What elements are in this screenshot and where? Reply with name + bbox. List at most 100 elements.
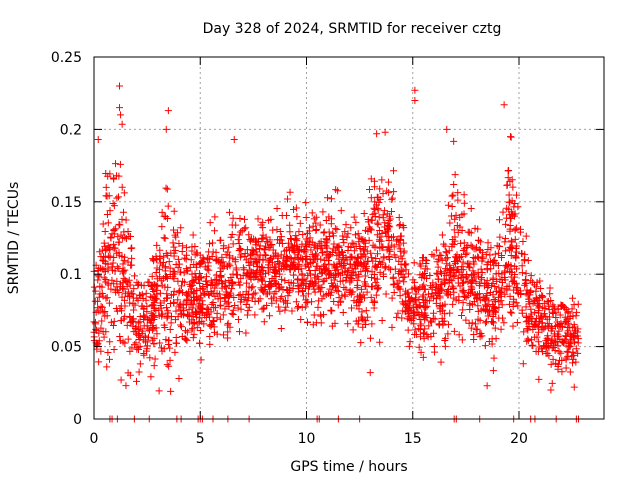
data-point <box>385 233 393 241</box>
data-point <box>281 277 289 285</box>
data-point <box>216 315 224 323</box>
data-point <box>554 360 562 368</box>
data-point <box>372 262 380 270</box>
data-point <box>296 219 304 227</box>
data-point <box>260 318 268 326</box>
data-point <box>382 228 390 236</box>
data-point <box>503 181 511 189</box>
data-point <box>374 261 382 269</box>
data-point <box>118 183 126 191</box>
data-point <box>356 298 364 306</box>
data-point <box>482 250 490 258</box>
data-point <box>213 289 221 297</box>
data-point <box>384 220 392 228</box>
data-point <box>121 312 129 320</box>
data-point <box>99 309 107 317</box>
data-point <box>368 254 376 262</box>
data-point <box>193 324 201 332</box>
data-point <box>269 226 277 234</box>
axis-ticks: 0 5 10 15 20 0 0.05 0.1 0.15 0.2 0.25 <box>51 50 604 447</box>
data-point <box>230 294 238 302</box>
data-point <box>223 300 231 308</box>
data-point <box>182 301 190 309</box>
data-point <box>162 294 170 302</box>
data-point <box>334 187 342 195</box>
data-point <box>452 211 460 219</box>
data-point <box>481 279 489 287</box>
data-point <box>227 274 235 282</box>
data-point <box>158 208 166 216</box>
data-point <box>219 264 227 272</box>
data-point <box>277 265 285 273</box>
data-point <box>422 303 430 311</box>
data-point <box>464 278 472 286</box>
data-point <box>490 261 498 269</box>
data-point <box>99 252 107 260</box>
data-point <box>460 199 468 207</box>
data-point <box>455 297 463 305</box>
data-point <box>396 236 404 244</box>
data-point <box>350 240 358 248</box>
data-point <box>303 252 311 260</box>
data-point <box>457 311 465 319</box>
data-point <box>354 230 362 238</box>
data-point <box>115 264 123 272</box>
data-point <box>275 303 283 311</box>
data-point <box>185 306 193 314</box>
data-point <box>521 279 529 287</box>
data-point <box>134 345 142 353</box>
data-point <box>196 270 204 277</box>
data-point <box>543 343 551 351</box>
data-point <box>228 285 236 293</box>
data-point <box>163 314 171 322</box>
data-point <box>371 213 379 221</box>
data-point <box>306 256 314 264</box>
data-point <box>417 322 425 330</box>
data-point <box>382 290 390 298</box>
data-point <box>481 319 489 327</box>
data-point <box>103 312 111 320</box>
data-point <box>398 266 406 274</box>
data-point <box>450 226 458 234</box>
data-point <box>418 271 426 279</box>
data-point <box>507 262 515 270</box>
data-point <box>400 278 408 286</box>
data-point <box>506 308 514 316</box>
data-point <box>171 247 179 255</box>
data-point <box>396 285 404 293</box>
data-point <box>459 274 467 282</box>
data-point <box>118 253 126 261</box>
data-point <box>357 250 365 258</box>
data-point <box>554 342 562 350</box>
data-point <box>188 278 196 286</box>
data-point <box>319 208 327 216</box>
data-point <box>415 343 423 351</box>
data-point <box>266 254 274 262</box>
data-point <box>557 301 565 309</box>
data-point <box>149 324 157 332</box>
data-point <box>570 332 578 340</box>
data-point <box>563 347 571 355</box>
data-point <box>307 246 315 254</box>
data-point <box>142 296 150 304</box>
data-point <box>444 254 452 262</box>
data-point <box>163 275 171 283</box>
data-point <box>118 120 126 128</box>
data-point <box>235 278 243 286</box>
data-point <box>225 298 233 306</box>
data-point <box>100 239 108 247</box>
data-point <box>140 322 148 330</box>
data-point <box>450 137 458 145</box>
data-point <box>491 250 499 258</box>
data-point <box>374 220 382 228</box>
data-point <box>363 288 371 296</box>
data-point <box>187 256 195 264</box>
data-point <box>421 325 429 333</box>
data-point <box>361 282 369 290</box>
data-point <box>384 244 392 252</box>
data-point <box>420 281 428 289</box>
data-point <box>330 297 338 305</box>
data-point <box>501 238 509 246</box>
data-point <box>295 260 303 268</box>
data-point <box>354 254 362 262</box>
